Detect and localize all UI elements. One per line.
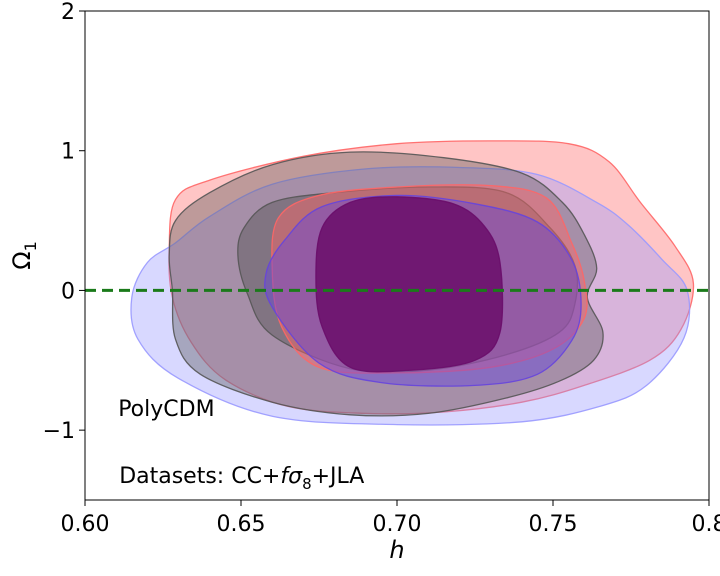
y-axis-label-symbol: Ω bbox=[8, 251, 36, 269]
x-tick-label: 0.8 bbox=[692, 512, 720, 537]
x-tick-label: 0.75 bbox=[529, 512, 578, 537]
y-axis-label-subscript: 1 bbox=[21, 241, 40, 251]
y-tick-label: 0 bbox=[61, 279, 75, 304]
contour-core-6 bbox=[315, 196, 504, 373]
datasets-annotation: Datasets: CC+fσ8+JLA bbox=[119, 464, 364, 493]
x-tick-label: 0.60 bbox=[61, 512, 110, 537]
x-axis-label: h bbox=[389, 536, 404, 564]
datasets-sigma-subscript: 8 bbox=[302, 475, 312, 493]
datasets-f: f bbox=[280, 464, 291, 489]
y-tick-label: 1 bbox=[61, 140, 75, 165]
datasets-suffix: +JLA bbox=[312, 464, 365, 489]
model-annotation: PolyCDM bbox=[118, 397, 214, 422]
x-tick-label: 0.70 bbox=[373, 512, 422, 537]
contour-regions bbox=[130, 140, 695, 426]
y-tick-label: −1 bbox=[43, 419, 75, 444]
datasets-prefix: Datasets: CC+ bbox=[119, 464, 280, 489]
x-tick-label: 0.65 bbox=[217, 512, 266, 537]
y-tick-label: 2 bbox=[61, 0, 75, 25]
axis-ticks: 0.60 0.65 0.70 0.75 0.8 2 1 0 −1 bbox=[43, 0, 720, 537]
datasets-sigma: σ bbox=[288, 464, 303, 489]
y-axis-label: Ω1 bbox=[8, 241, 40, 270]
